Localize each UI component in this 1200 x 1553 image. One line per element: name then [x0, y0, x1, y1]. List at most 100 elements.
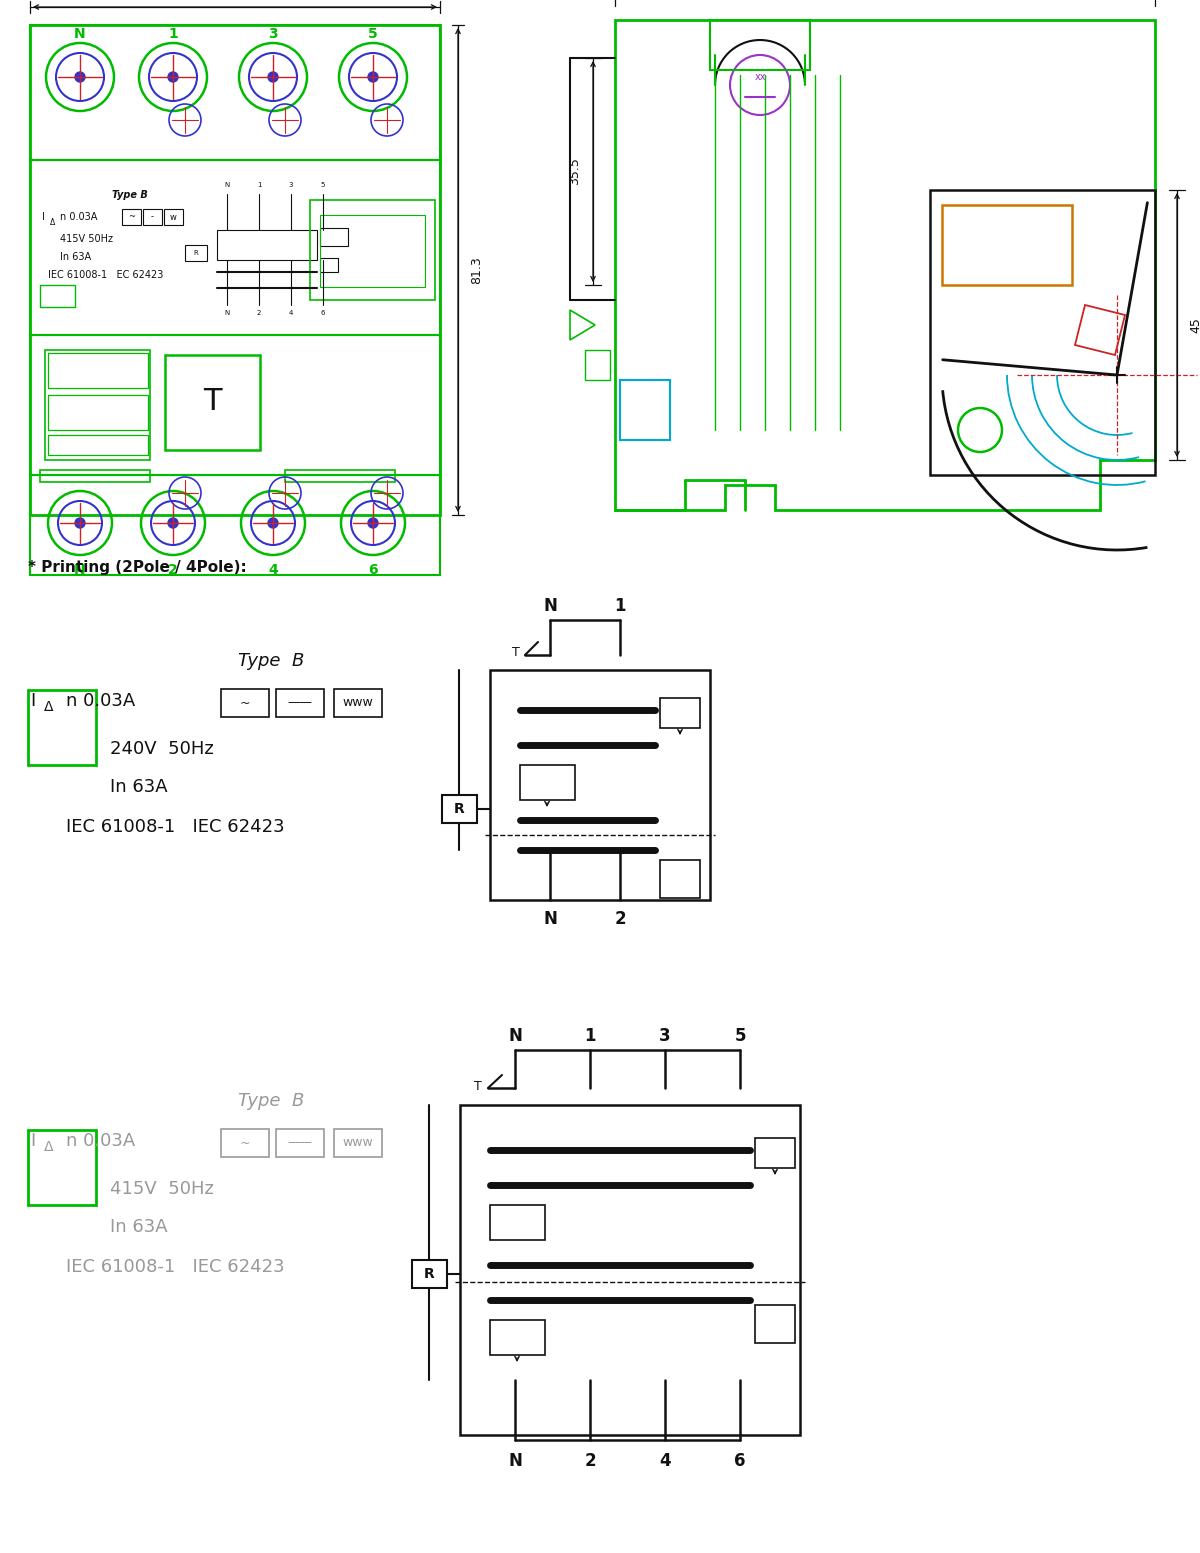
- Bar: [30, 335, 440, 475]
- Bar: [30, 475, 440, 575]
- Text: 5: 5: [320, 182, 325, 188]
- Text: w: w: [170, 213, 176, 222]
- Bar: [755, 1305, 796, 1343]
- Text: 2: 2: [257, 311, 262, 315]
- Text: www: www: [343, 696, 373, 710]
- Bar: [660, 860, 700, 898]
- Circle shape: [168, 71, 178, 82]
- Text: 2: 2: [584, 1452, 596, 1471]
- Bar: [755, 1138, 796, 1168]
- Text: 4: 4: [289, 311, 293, 315]
- Bar: [490, 1320, 545, 1356]
- Text: Δ: Δ: [44, 700, 54, 714]
- Text: 3: 3: [659, 1027, 671, 1045]
- Bar: [143, 210, 162, 225]
- Bar: [320, 228, 348, 245]
- Text: Δ: Δ: [50, 217, 55, 227]
- Bar: [217, 230, 317, 259]
- Text: R: R: [454, 801, 464, 815]
- Text: N: N: [508, 1452, 522, 1471]
- Text: 240V  50Hz: 240V 50Hz: [110, 739, 214, 758]
- Text: N: N: [544, 910, 557, 929]
- Text: IEC 61008-1   EC 62423: IEC 61008-1 EC 62423: [48, 270, 163, 280]
- Bar: [334, 1129, 382, 1157]
- Bar: [412, 1259, 446, 1287]
- Circle shape: [74, 71, 85, 82]
- Text: T: T: [203, 388, 221, 416]
- Text: T: T: [512, 646, 520, 660]
- Text: IEC 61008-1   IEC 62423: IEC 61008-1 IEC 62423: [66, 818, 284, 836]
- Bar: [40, 286, 74, 307]
- Text: 415V  50Hz: 415V 50Hz: [110, 1180, 214, 1197]
- Text: In 63A: In 63A: [110, 778, 168, 797]
- Bar: [710, 20, 810, 70]
- Text: 45: 45: [1189, 317, 1200, 332]
- Text: * Printing (2Pole / 4Pole):: * Printing (2Pole / 4Pole):: [28, 561, 247, 575]
- Text: I: I: [30, 1132, 35, 1151]
- Bar: [320, 214, 425, 287]
- Text: 4: 4: [659, 1452, 671, 1471]
- Text: In 63A: In 63A: [110, 1218, 168, 1236]
- Text: ~: ~: [240, 696, 251, 710]
- Bar: [334, 690, 382, 717]
- Text: Type  B: Type B: [238, 1092, 305, 1110]
- Bar: [48, 394, 148, 430]
- Bar: [221, 1129, 269, 1157]
- Text: N: N: [544, 596, 557, 615]
- Text: n 0.03A: n 0.03A: [66, 693, 136, 710]
- Text: 1: 1: [614, 596, 625, 615]
- Bar: [276, 690, 324, 717]
- Text: N: N: [508, 1027, 522, 1045]
- Text: R: R: [193, 250, 198, 256]
- Bar: [166, 356, 260, 450]
- Text: ~: ~: [128, 213, 134, 222]
- Text: ——: ——: [288, 1137, 312, 1149]
- Bar: [46, 349, 150, 460]
- Text: 81.3: 81.3: [470, 256, 482, 284]
- Circle shape: [268, 519, 278, 528]
- Bar: [48, 353, 148, 388]
- Bar: [276, 1129, 324, 1157]
- Bar: [490, 1205, 545, 1239]
- Bar: [28, 1131, 96, 1205]
- Bar: [520, 766, 575, 800]
- Text: 4: 4: [268, 564, 278, 578]
- Bar: [30, 160, 440, 335]
- Text: 2: 2: [614, 910, 626, 929]
- Bar: [460, 1106, 800, 1435]
- Text: I: I: [42, 213, 44, 222]
- Text: ~: ~: [240, 1137, 251, 1149]
- Text: xx: xx: [755, 71, 766, 82]
- Text: T: T: [474, 1079, 482, 1092]
- Bar: [442, 795, 478, 823]
- Text: N: N: [74, 26, 86, 40]
- Circle shape: [368, 519, 378, 528]
- Text: 3: 3: [268, 26, 278, 40]
- Text: I: I: [30, 693, 35, 710]
- Bar: [586, 349, 610, 380]
- Bar: [164, 210, 182, 225]
- Text: 1: 1: [168, 26, 178, 40]
- Bar: [30, 25, 440, 160]
- Bar: [28, 690, 96, 766]
- Text: N: N: [224, 311, 229, 315]
- Bar: [490, 669, 710, 901]
- Text: In 63A: In 63A: [60, 252, 91, 262]
- Text: N: N: [74, 564, 86, 578]
- Text: IEC 61008-1   IEC 62423: IEC 61008-1 IEC 62423: [66, 1258, 284, 1277]
- Circle shape: [368, 71, 378, 82]
- Text: 1: 1: [584, 1027, 595, 1045]
- Bar: [185, 245, 208, 261]
- Circle shape: [74, 519, 85, 528]
- Text: 5: 5: [734, 1027, 745, 1045]
- Bar: [30, 25, 440, 516]
- Circle shape: [268, 71, 278, 82]
- Text: Type  B: Type B: [238, 652, 305, 669]
- Bar: [221, 690, 269, 717]
- Text: 6: 6: [368, 564, 378, 578]
- Bar: [320, 258, 338, 272]
- Circle shape: [168, 519, 178, 528]
- Text: N: N: [224, 182, 229, 188]
- Bar: [48, 435, 148, 455]
- Text: www: www: [343, 1137, 373, 1149]
